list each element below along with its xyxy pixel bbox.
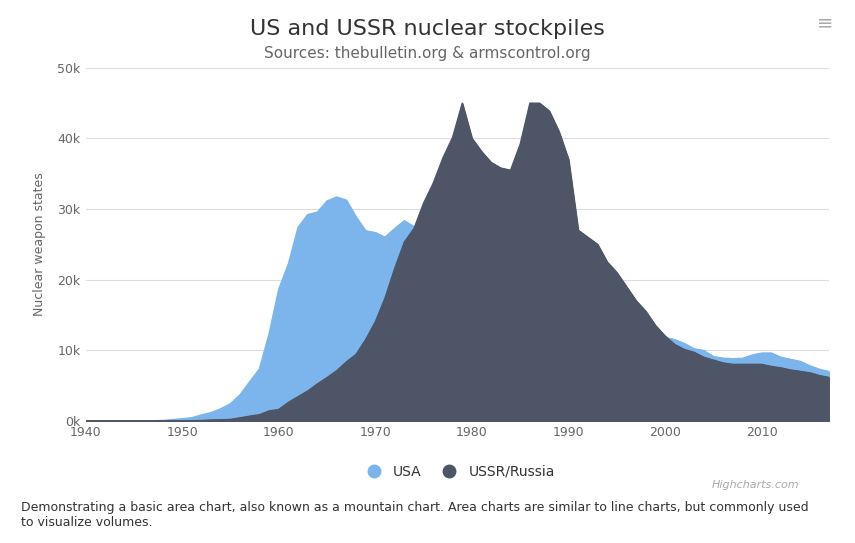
Text: Demonstrating a basic area chart, also known as a mountain chart. Area charts ar: Demonstrating a basic area chart, also k… — [21, 501, 809, 529]
Legend: USA, USSR/Russia: USA, USSR/Russia — [354, 459, 561, 484]
Text: ≡: ≡ — [817, 14, 834, 33]
Y-axis label: Nuclear weapon states: Nuclear weapon states — [33, 173, 46, 316]
Text: Sources: thebulletin.org & armscontrol.org: Sources: thebulletin.org & armscontrol.o… — [264, 46, 591, 61]
Text: US and USSR nuclear stockpiles: US and USSR nuclear stockpiles — [250, 19, 605, 39]
Text: Highcharts.com: Highcharts.com — [712, 480, 799, 490]
